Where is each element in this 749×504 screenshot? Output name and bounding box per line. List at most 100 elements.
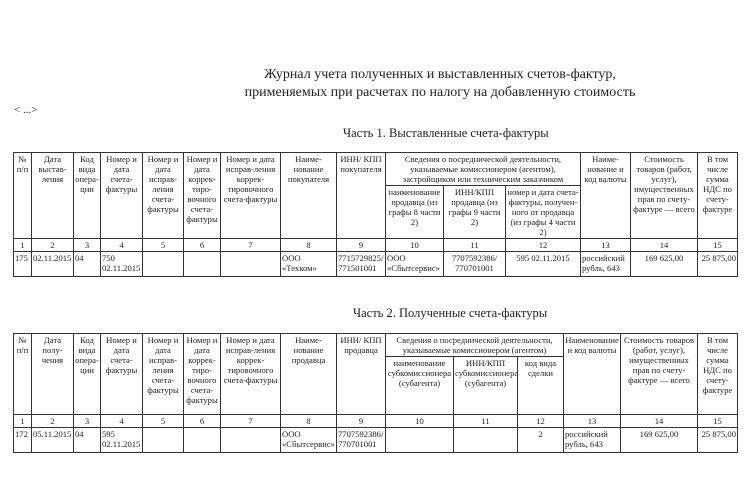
column-header: Стоимость товаров (работ, услуг), имущес… [620, 333, 698, 415]
column-header: Код вида опера-ции [73, 333, 101, 415]
table-cell: российский рубль, 643 [563, 427, 621, 453]
column-number: 9 [336, 414, 386, 428]
column-number: 2 [31, 414, 74, 428]
table-cell [453, 427, 518, 453]
column-number: 10 [385, 238, 444, 252]
subheader-row: наименование продавца (из графы 8 части … [14, 185, 738, 239]
table-cell: 05.11.2015 [31, 427, 74, 453]
table-cell: российский рубль, 643 [580, 251, 631, 277]
table-row: 172 05.11.2015 04 595 02.11.2015 ООО «Сбытсе… [13, 427, 738, 453]
column-header: В том числе сумма НДС по счету-фактуре [697, 152, 738, 239]
column-number: 12 [517, 414, 564, 428]
column-header: Код вида опера-ции [73, 152, 101, 239]
column-header: Сведения о посреднической деятельности, … [385, 333, 564, 357]
column-number: 11 [443, 238, 506, 252]
column-number: 13 [563, 414, 621, 428]
table-cell: 595 02.11.2015 [505, 251, 581, 277]
column-number: 14 [630, 238, 698, 252]
column-header: Номер и дата исправ-ления коррек-тировоч… [220, 152, 281, 239]
column-subheader: ИНН/КПП субкомиссионера (субагента) [453, 356, 518, 415]
table-cell [183, 251, 221, 277]
column-number: 1 [13, 414, 32, 428]
column-number: 7 [220, 414, 281, 428]
header-row: № п/п Дата полу-чения Код вида опера-ции Но… [13, 333, 738, 415]
table-cell: 7715729825/ 771501001 [336, 251, 386, 277]
column-number: 14 [620, 414, 698, 428]
part1-table: № п/п Дата выстав-ления Код вида опера-ции… [13, 152, 738, 277]
column-subheader: наименование продавца (из графы 8 части … [385, 185, 444, 239]
column-header: Стоимость товаров (работ, услуг), имущес… [630, 152, 698, 239]
column-header: Наиме-нование продавца [280, 333, 337, 415]
column-number: 5 [142, 238, 184, 252]
column-number: 5 [142, 414, 184, 428]
table-cell: 169 625,00 [630, 251, 698, 277]
column-header: Сведения о посреднической деятельности, … [385, 152, 581, 186]
column-number: 12 [505, 238, 581, 252]
column-header: Номер и дата исправ-ления коррек-тировоч… [220, 333, 281, 415]
table-cell: ООО «Сбытсервис» [280, 427, 337, 453]
column-number: 9 [336, 238, 386, 252]
column-number: 10 [385, 414, 454, 428]
table-cell [385, 427, 454, 453]
column-header: Наименование и код валюты [563, 333, 621, 415]
table-cell: 02.11.2015 [31, 251, 74, 277]
header-row: № п/п Дата выстав-ления Код вида опера-ции… [13, 152, 738, 239]
column-subheader: код вида сделки [517, 356, 564, 415]
table-cell: 7707592386/ 770701001 [336, 427, 386, 453]
column-number: 8 [280, 238, 337, 252]
table-cell: 25 875,00 [697, 251, 738, 277]
title-line: Журнал учета полученных и выставленных с… [264, 67, 616, 82]
column-header: В том числе сумма НДС по счету-фактуре [697, 333, 738, 415]
column-number: 4 [100, 414, 143, 428]
table-cell: 7707592386/ 770701001 [443, 251, 506, 277]
column-number: 7 [220, 238, 281, 252]
column-number: 6 [183, 238, 221, 252]
column-header: Номер и дата коррек-тиро-вочного счета-ф… [183, 333, 221, 415]
table-row: 175 02.11.2015 04 750 02.11.2015 ООО «Техком… [13, 251, 738, 277]
column-header: Наиме-нование покупателя [280, 152, 337, 239]
column-header: Номер и дата исправ-ления счета-фактуры [142, 333, 184, 415]
column-header: Дата полу-чения [31, 333, 74, 415]
subheader-row: наименование субкомиссионера (субагента)… [14, 356, 738, 415]
column-header: Дата выстав-ления [31, 152, 74, 239]
column-subheader: наименование субкомиссионера (субагента) [385, 356, 454, 415]
table-cell [220, 251, 281, 277]
column-header: Номер и дата счета-фактуры [100, 333, 143, 415]
column-number: 4 [100, 238, 143, 252]
column-number: 6 [183, 414, 221, 428]
table-cell [183, 427, 221, 453]
column-header: Номер и дата коррек-тиро-вочного счета-ф… [183, 152, 221, 239]
table-cell: 750 02.11.2015 [100, 251, 143, 277]
omission-mark: < ...> [14, 104, 38, 116]
column-number-row: 1 2 3 4 5 6 7 8 9 10 11 12 13 14 15 [13, 238, 738, 252]
column-number: 11 [453, 414, 518, 428]
table-cell: 04 [73, 427, 101, 453]
column-header: № п/п [13, 152, 32, 239]
column-header: Номер и дата счета-фактуры [100, 152, 143, 239]
column-header: Наиме-нование и код валюты [580, 152, 631, 239]
journal-title: Журнал учета полученных и выставленных с… [200, 66, 680, 102]
column-number: 15 [697, 414, 738, 428]
column-number: 13 [580, 238, 631, 252]
table-cell: 2 [517, 427, 564, 453]
table-cell: 169 625,00 [620, 427, 698, 453]
table-cell: 595 02.11.2015 [100, 427, 143, 453]
table-cell: 04 [73, 251, 101, 277]
column-header: ИНН/ КПП продавца [336, 333, 386, 415]
part2-title: Часть 2. Полученные счета-фактуры [353, 306, 548, 320]
table-cell: 25 875,00 [697, 427, 738, 453]
table-cell: ООО «Сбытсервис» [385, 251, 444, 277]
column-number: 15 [697, 238, 738, 252]
column-number: 8 [280, 414, 337, 428]
column-subheader: ИНН/КПП продавца (из графы 9 части 2) [443, 185, 506, 239]
column-subheader: номер и дата счета-фактуры, получен-ного… [505, 185, 581, 239]
table-cell [142, 251, 184, 277]
column-number: 2 [31, 238, 74, 252]
table-cell [220, 427, 281, 453]
column-header: ИНН/ КПП покупателя [336, 152, 386, 239]
column-number: 1 [13, 238, 32, 252]
column-number-row: 1 2 3 4 5 6 7 8 9 10 11 12 13 14 15 [13, 414, 738, 428]
column-number: 3 [73, 238, 101, 252]
table-cell [142, 427, 184, 453]
column-header: № п/п [13, 333, 32, 415]
